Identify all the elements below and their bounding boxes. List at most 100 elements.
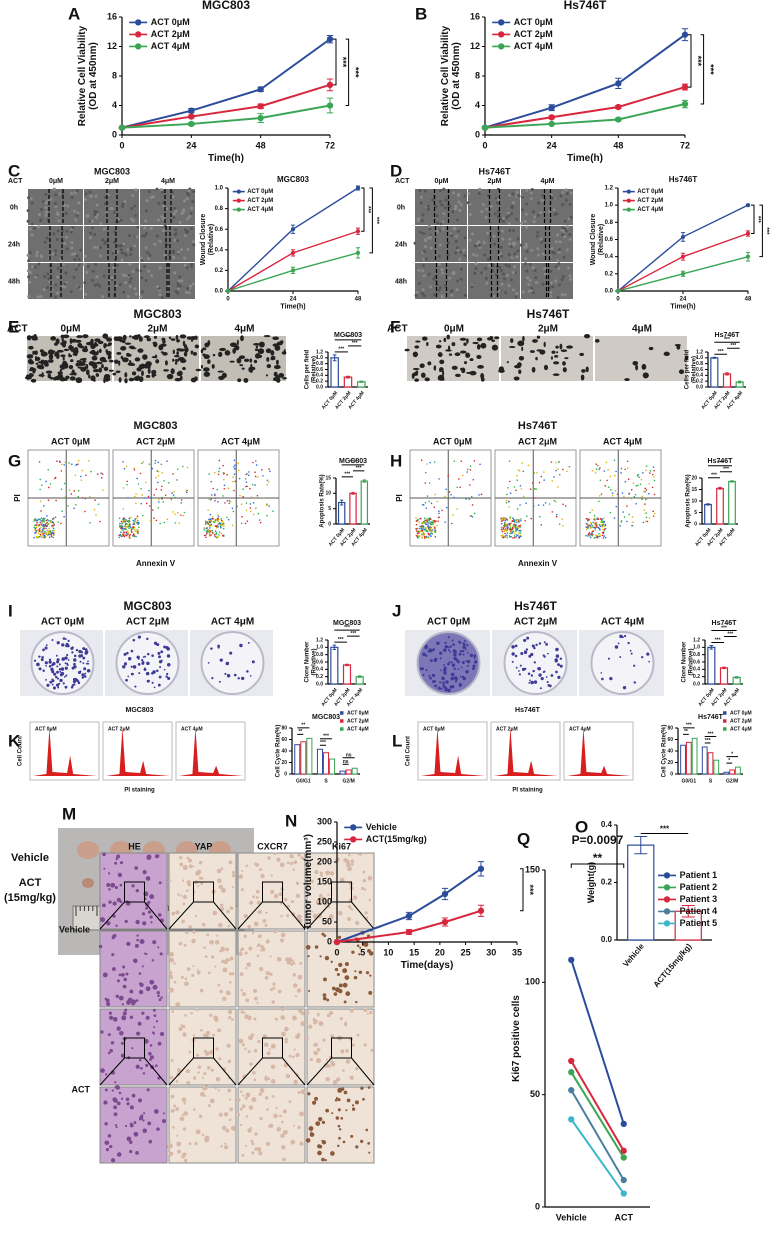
texture [186, 266, 189, 269]
event [649, 517, 651, 519]
nucleus [277, 957, 282, 962]
texture [460, 268, 463, 271]
cell [125, 342, 131, 344]
event [597, 536, 599, 538]
event [266, 515, 268, 517]
event [131, 529, 133, 531]
event [425, 537, 427, 539]
texture [73, 258, 76, 261]
event [524, 497, 526, 499]
texture [27, 254, 30, 257]
nucleus [362, 1098, 365, 1101]
texture [460, 251, 463, 254]
nucleus [221, 888, 226, 893]
texture [500, 246, 503, 249]
event [128, 532, 130, 534]
nucleus [243, 1012, 245, 1014]
nucleus [226, 990, 231, 995]
chart-title: MGC803 [202, 0, 250, 12]
colony [56, 655, 58, 657]
nucleus [176, 1080, 179, 1083]
event [641, 479, 643, 481]
event [40, 531, 42, 533]
colony [63, 637, 66, 640]
colony [142, 661, 145, 664]
event [214, 500, 216, 502]
event [76, 464, 78, 466]
nucleus [343, 983, 348, 988]
event [595, 529, 597, 531]
colony [65, 667, 68, 670]
cell [413, 351, 418, 357]
nucleus [108, 1134, 111, 1137]
event [648, 493, 650, 495]
texture [504, 291, 507, 294]
event [123, 529, 125, 531]
texture [40, 208, 43, 211]
colony [641, 656, 643, 658]
nucleus [242, 1154, 245, 1157]
event [36, 522, 38, 524]
colony [241, 677, 244, 680]
nucleus [179, 863, 183, 867]
colony [224, 673, 226, 675]
event [644, 503, 646, 505]
event [509, 481, 511, 483]
texture [515, 295, 518, 298]
texture [188, 291, 191, 294]
texture [550, 281, 553, 284]
y-tick-label: 20 [281, 760, 287, 766]
nucleus [215, 1087, 217, 1089]
nucleus [229, 1098, 231, 1100]
texture [63, 204, 66, 207]
nucleus [299, 962, 302, 965]
nucleus [322, 1038, 325, 1041]
nucleus [244, 935, 247, 938]
cell [54, 376, 60, 380]
texture [521, 196, 524, 199]
event [506, 500, 508, 502]
colony [65, 644, 68, 647]
colony [234, 674, 237, 677]
event [88, 460, 90, 462]
nucleus [228, 1060, 232, 1064]
bar [340, 771, 345, 774]
event [566, 470, 568, 472]
event [642, 472, 644, 474]
significance: *** [352, 341, 358, 347]
event [217, 536, 219, 538]
cell [556, 351, 558, 353]
event [34, 519, 36, 521]
event [588, 524, 590, 526]
column-label: 2μM [538, 324, 558, 335]
nucleus [108, 1052, 111, 1055]
cell [521, 347, 523, 351]
event [633, 482, 635, 484]
nucleus [177, 1068, 181, 1072]
nucleus [102, 852, 106, 856]
texture [478, 192, 481, 195]
nucleus [339, 983, 343, 987]
event [230, 501, 232, 503]
x-tick-label: 10 [383, 947, 393, 957]
event [137, 533, 139, 535]
nucleus [317, 1013, 320, 1016]
image [498, 334, 593, 381]
texture [121, 205, 124, 208]
texture [176, 282, 179, 285]
texture [74, 219, 77, 222]
texture [441, 294, 444, 297]
event [239, 495, 241, 497]
cell [624, 378, 629, 381]
texture [486, 231, 489, 234]
cell [122, 357, 129, 362]
image [168, 930, 236, 1007]
event [434, 531, 436, 533]
cell [108, 355, 110, 359]
cell [239, 355, 245, 359]
column-label: ACT 4μM [221, 436, 260, 446]
y-axis-label: (Relative) [598, 224, 605, 256]
nucleus [135, 1151, 139, 1155]
event [595, 534, 597, 536]
event [601, 519, 603, 521]
